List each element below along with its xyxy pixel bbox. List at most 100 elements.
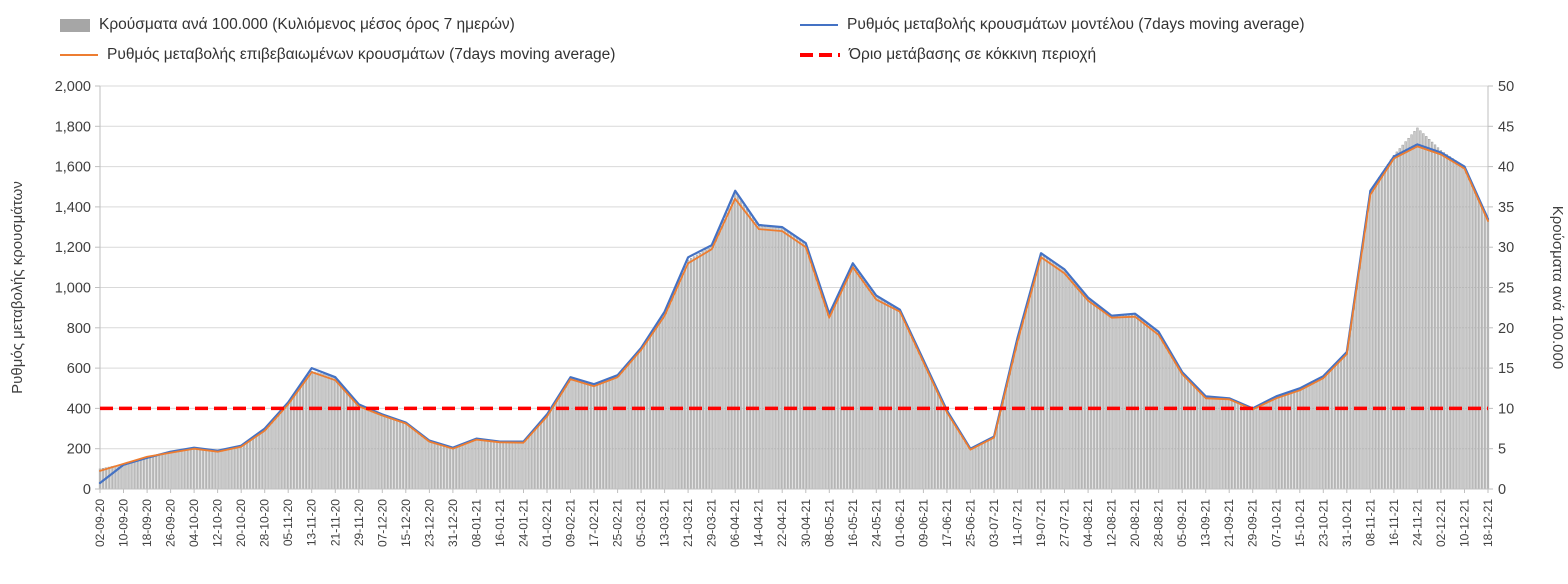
svg-text:25-02-21: 25-02-21 [611, 499, 625, 547]
svg-text:05-03-21: 05-03-21 [634, 499, 648, 547]
svg-text:28-10-20: 28-10-20 [258, 499, 272, 547]
blue-line-swatch-icon [800, 24, 838, 26]
svg-text:06-04-21: 06-04-21 [728, 499, 742, 547]
model-line-series [98, 143, 1490, 485]
svg-text:400: 400 [67, 401, 91, 417]
svg-text:40: 40 [1498, 160, 1514, 176]
confirmed-line-series [99, 145, 1489, 472]
chart-svg: 02004006008001,0001,2001,4001,6001,8002,… [9, 79, 1566, 547]
svg-text:17-06-21: 17-06-21 [940, 499, 954, 547]
svg-text:07-12-20: 07-12-20 [375, 499, 389, 547]
svg-text:08-11-21: 08-11-21 [1363, 499, 1377, 546]
svg-text:0: 0 [1498, 482, 1506, 498]
svg-text:600: 600 [67, 361, 91, 377]
y-axis-left-labels: 0 200 400 600 800 1,000 1,200 1,400 1,600 1,800 2,… [55, 79, 100, 498]
svg-text:15-12-20: 15-12-20 [399, 499, 413, 547]
svg-text:02-12-21: 02-12-21 [1434, 499, 1448, 547]
orange-line-swatch-icon [60, 54, 98, 56]
svg-text:1,200: 1,200 [55, 240, 91, 256]
svg-text:08-01-21: 08-01-21 [469, 499, 483, 547]
svg-text:17-02-21: 17-02-21 [587, 499, 601, 547]
svg-text:1,000: 1,000 [55, 281, 91, 297]
red-dashed-swatch-icon [800, 53, 840, 57]
svg-text:04-08-21: 04-08-21 [1081, 499, 1095, 547]
svg-text:28-08-21: 28-08-21 [1152, 499, 1166, 547]
svg-text:13-11-20: 13-11-20 [305, 499, 319, 546]
svg-text:18-09-20: 18-09-20 [140, 499, 154, 547]
svg-text:24-11-21: 24-11-21 [1410, 499, 1424, 546]
svg-text:25-06-21: 25-06-21 [963, 499, 977, 547]
legend-label-model: Ρυθμός μεταβολής κρουσμάτων μοντέλου (7d… [847, 16, 1305, 33]
svg-text:14-04-21: 14-04-21 [752, 499, 766, 547]
legend-row-1: Κρούσματα ανά 100.000 (Κυλιόμενος μέσος … [60, 10, 1568, 40]
svg-text:29-09-21: 29-09-21 [1246, 499, 1260, 547]
svg-text:16-11-21: 16-11-21 [1387, 499, 1401, 546]
x-axis-labels: 02-09-20 10-09-20 18-09-20 26-09-20 04-10-20… [93, 489, 1495, 547]
svg-text:09-02-21: 09-02-21 [564, 499, 578, 547]
svg-text:04-10-20: 04-10-20 [187, 499, 201, 547]
svg-text:800: 800 [67, 321, 91, 337]
svg-text:19-07-21: 19-07-21 [1034, 499, 1048, 547]
svg-text:03-07-21: 03-07-21 [987, 499, 1001, 547]
y-axis-right-labels: 0 5 10 15 20 25 30 35 40 45 50 [1488, 79, 1514, 498]
chart-legend: Κρούσματα ανά 100.000 (Κυλιόμενος μέσος … [0, 0, 1568, 70]
svg-text:20-08-21: 20-08-21 [1128, 499, 1142, 547]
svg-text:31-12-20: 31-12-20 [446, 499, 460, 547]
svg-text:10-12-21: 10-12-21 [1458, 499, 1472, 547]
legend-label-bars: Κρούσματα ανά 100.000 (Κυλιόμενος μέσος … [99, 16, 515, 33]
svg-text:16-01-21: 16-01-21 [493, 499, 507, 547]
legend-item-model: Ρυθμός μεταβολής κρουσμάτων μοντέλου (7d… [800, 16, 1305, 34]
svg-text:05-09-21: 05-09-21 [1175, 499, 1189, 547]
legend-label-confirmed: Ρυθμός μεταβολής επιβεβαιωμένων κρουσμάτ… [107, 46, 616, 63]
svg-text:01-02-21: 01-02-21 [540, 499, 554, 547]
legend-item-bars: Κρούσματα ανά 100.000 (Κυλιόμενος μέσος … [60, 16, 800, 34]
svg-text:21-03-21: 21-03-21 [681, 499, 695, 547]
legend-row-2: Ρυθμός μεταβολής επιβεβαιωμένων κρουσμάτ… [60, 40, 1568, 70]
svg-text:09-06-21: 09-06-21 [916, 499, 930, 547]
svg-text:05-11-20: 05-11-20 [281, 499, 295, 546]
svg-text:1,800: 1,800 [55, 119, 91, 135]
svg-text:11-07-21: 11-07-21 [1011, 499, 1025, 546]
svg-text:12-08-21: 12-08-21 [1105, 499, 1119, 547]
svg-text:31-10-21: 31-10-21 [1340, 499, 1354, 547]
svg-text:20-10-20: 20-10-20 [234, 499, 248, 547]
svg-text:15: 15 [1498, 361, 1514, 377]
svg-text:15-10-21: 15-10-21 [1293, 499, 1307, 547]
svg-text:5: 5 [1498, 442, 1506, 458]
svg-text:0: 0 [83, 482, 91, 498]
svg-text:2,000: 2,000 [55, 79, 91, 95]
svg-text:24-01-21: 24-01-21 [517, 499, 531, 547]
svg-text:12-10-20: 12-10-20 [211, 499, 225, 547]
svg-text:24-05-21: 24-05-21 [869, 499, 883, 547]
y-axis-left-title: Ρυθμός μεταβολής κρουσμάτων [9, 181, 26, 394]
svg-text:08-05-21: 08-05-21 [822, 499, 836, 547]
svg-text:23-10-21: 23-10-21 [1316, 499, 1330, 547]
svg-text:10: 10 [1498, 401, 1514, 417]
svg-text:50: 50 [1498, 79, 1514, 95]
svg-text:1,400: 1,400 [55, 200, 91, 216]
svg-text:16-05-21: 16-05-21 [846, 499, 860, 547]
svg-text:35: 35 [1498, 200, 1514, 216]
svg-text:01-06-21: 01-06-21 [893, 499, 907, 547]
svg-text:26-09-20: 26-09-20 [164, 499, 178, 547]
svg-text:1,600: 1,600 [55, 160, 91, 176]
legend-item-threshold: Όριο μετάβασης σε κόκκινη περιοχή [800, 46, 1096, 64]
legend-label-threshold: Όριο μετάβασης σε κόκκινη περιοχή [849, 46, 1097, 63]
svg-text:22-04-21: 22-04-21 [775, 499, 789, 547]
svg-text:10-09-20: 10-09-20 [117, 499, 131, 547]
svg-text:21-11-20: 21-11-20 [328, 499, 342, 546]
svg-text:20: 20 [1498, 321, 1514, 337]
svg-text:27-07-21: 27-07-21 [1058, 499, 1072, 547]
svg-text:29-11-20: 29-11-20 [352, 499, 366, 546]
svg-text:13-09-21: 13-09-21 [1199, 499, 1213, 547]
svg-text:45: 45 [1498, 119, 1514, 135]
svg-text:07-10-21: 07-10-21 [1269, 499, 1283, 547]
svg-text:200: 200 [67, 442, 91, 458]
svg-text:23-12-20: 23-12-20 [422, 499, 436, 547]
svg-text:25: 25 [1498, 281, 1514, 297]
bars-series [98, 127, 1490, 490]
bar-series-swatch-icon [60, 18, 90, 32]
svg-text:30: 30 [1498, 240, 1514, 256]
svg-text:13-03-21: 13-03-21 [658, 499, 672, 547]
y-axis-right-title: Κρούσματα ανά 100.000 [1549, 206, 1566, 369]
